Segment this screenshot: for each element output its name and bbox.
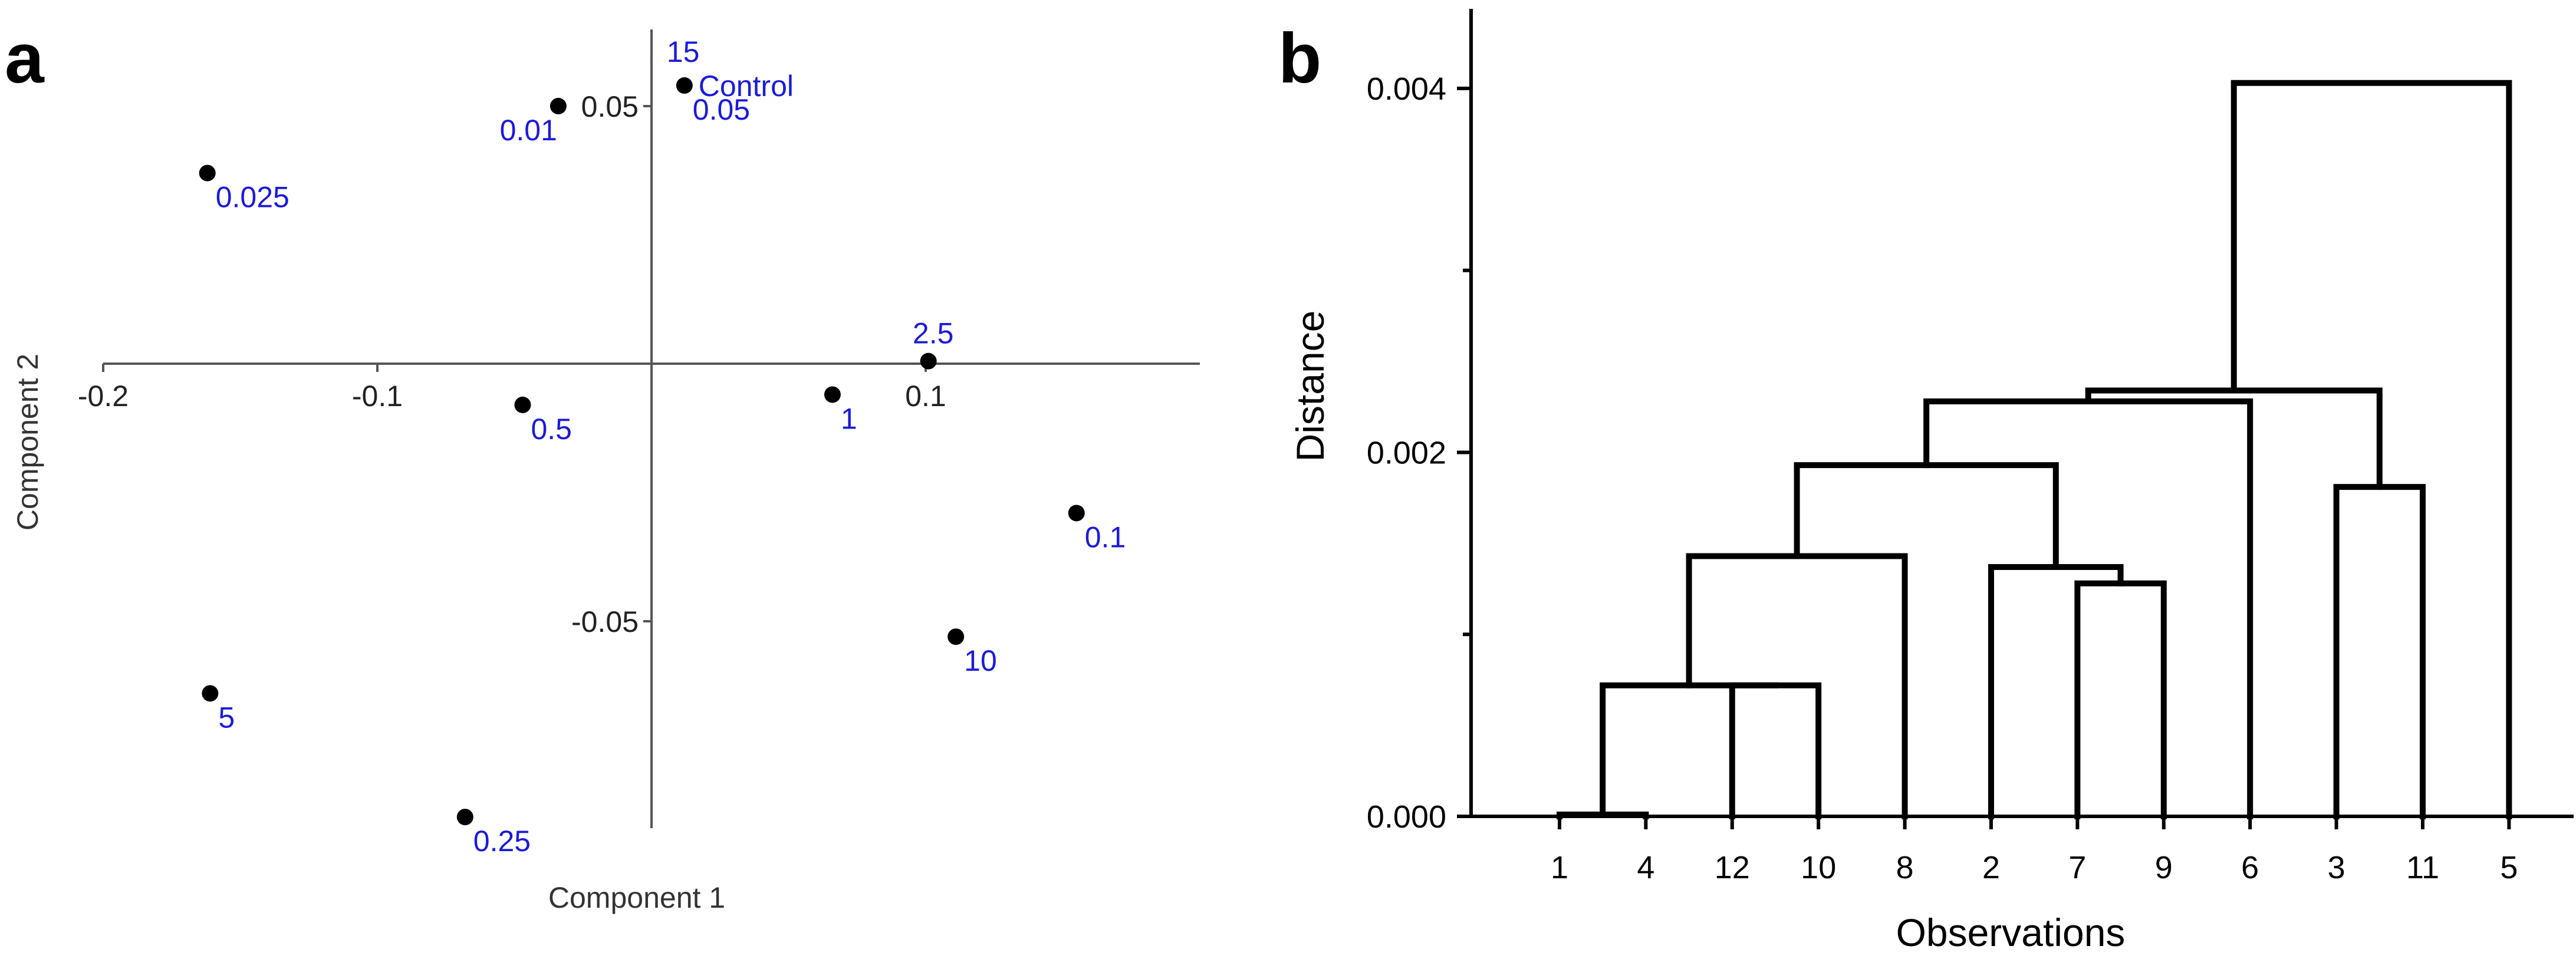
panel-letter-b: b [1278,19,1321,98]
point-label: 0.25 [473,825,531,858]
dendrogram-branches [1557,80,2512,819]
leaf-label: 2 [1982,850,2000,885]
leaf-label: 6 [2241,850,2259,885]
dendrogram-link [2074,580,2167,819]
y-axis-label: Component 2 [11,354,44,530]
data-point [920,352,937,370]
point-label: 0.05 [693,93,750,126]
data-point [550,98,567,114]
data-point [824,386,841,403]
leaf-label: 7 [2068,850,2086,885]
panel-a-scatter: a -0.2 -0.1 0.1 0.05-0.05 15Control0.050.0… [5,19,1200,914]
x-axis-label: Component 1 [548,881,725,914]
leaf-label: 11 [2406,850,2439,885]
point-label: 1 [841,402,857,435]
scatter-points [199,77,1085,826]
point-label: 10 [964,644,997,677]
point-label: 2.5 [913,317,954,350]
x-tick-label: 0.1 [905,380,946,413]
x-tick-label: -0.2 [78,380,129,413]
data-point [676,77,693,94]
point-label: Control [699,70,794,103]
leaf-label: 3 [2328,850,2345,885]
y-tick-label: 0.05 [581,90,639,123]
data-point [948,628,965,645]
data-point [202,685,219,702]
leaf-label: 1 [1551,850,1568,885]
leaf-label: 12 [1715,850,1750,885]
dendrogram-link [2085,387,2383,490]
point-label: 5 [218,701,235,734]
data-point [456,809,473,826]
x-axis-ticks: 1 4 12 10 8 2 7 9 6 3 11 5 [1551,816,2518,885]
y-axis-ticks: 0.000 0.002 0.004 [1367,71,1471,835]
point-label: 0.1 [1085,520,1126,553]
dendrogram-link [1988,564,2124,819]
y-tick-label: 0.002 [1367,436,1446,471]
y-axis-label: Distance [1288,311,1332,462]
y-tick-label: 0.004 [1367,71,1446,107]
data-point [199,164,216,182]
dendrogram-link [1600,682,1778,818]
data-point [1068,505,1085,522]
point-label: 0.025 [216,181,289,214]
point-label: 0.01 [500,114,557,147]
y-tick-label: 0.000 [1367,799,1446,835]
leaf-label: 5 [2500,850,2518,885]
leaf-label: 9 [2155,850,2173,885]
dendrogram-link [2333,484,2426,819]
data-point [514,396,531,413]
y-tick-label: -0.05 [571,605,639,638]
leaf-label: 10 [1801,850,1836,885]
point-label: 15 [667,35,700,68]
y-axis-ticks: 0.05 -0.05 [571,90,652,638]
point-label: 0.5 [531,413,572,446]
dendrogram-link [1729,682,1822,819]
leaf-label: 4 [1637,850,1654,885]
x-axis-ticks: -0.2 -0.1 0.1 [78,364,946,413]
x-axis-label: Observations [1896,911,2126,954]
x-tick-label: -0.1 [352,380,403,413]
leaf-label: 8 [1896,850,1914,885]
dendrogram-link [2230,80,2512,819]
panel-letter-a: a [5,19,45,98]
dendrogram-link [1794,462,2059,571]
